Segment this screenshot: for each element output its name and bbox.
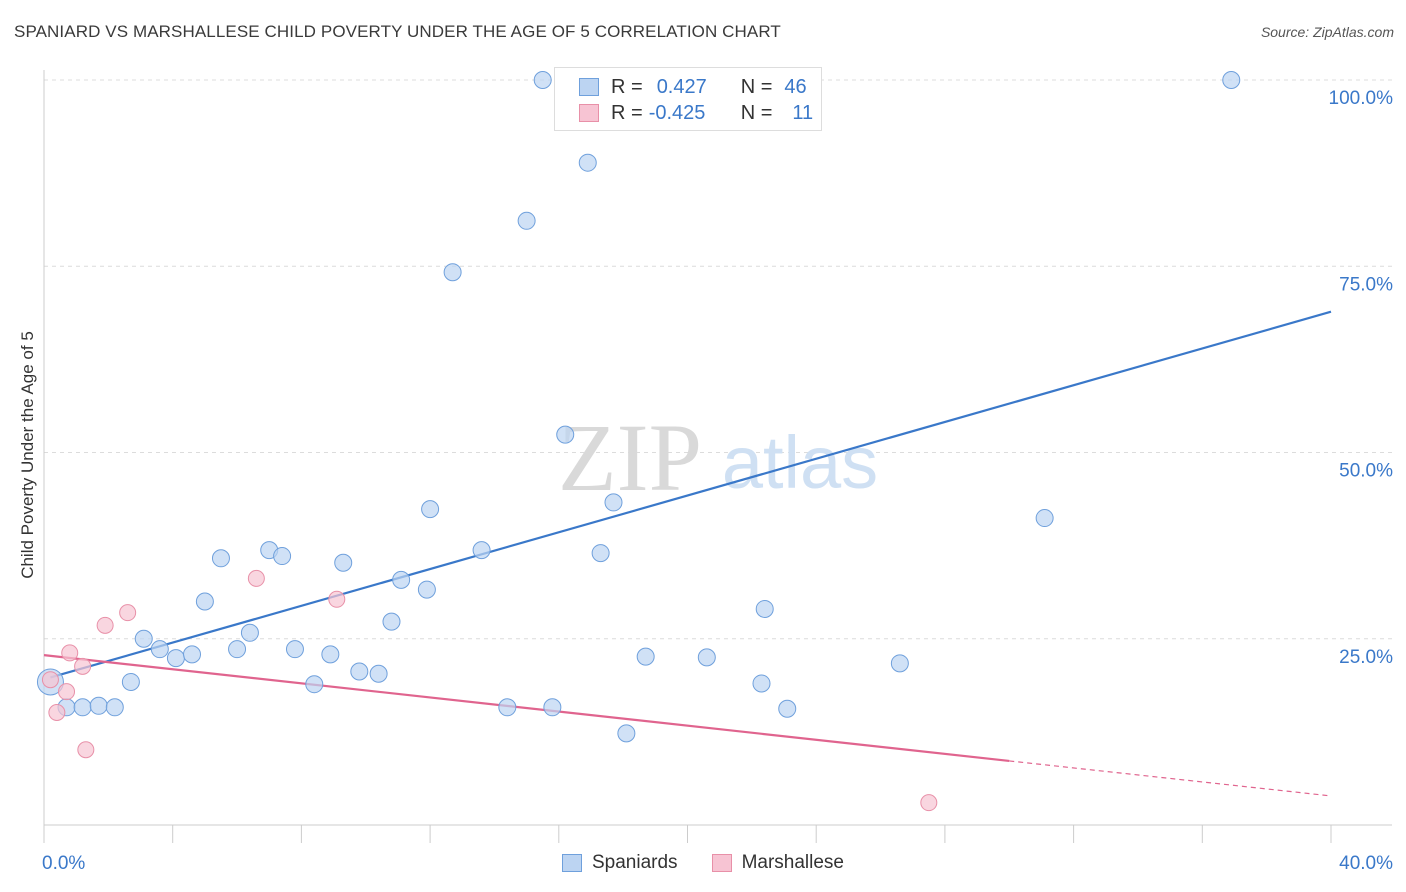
legend-item-spaniards[interactable]: Spaniards	[562, 852, 678, 874]
trend-lines	[43, 310, 1332, 797]
spaniards-point	[697, 648, 716, 667]
legend-r-value: -0.425	[648, 101, 706, 124]
spaniards-point	[369, 664, 388, 683]
marshallese-point	[96, 616, 114, 634]
legend-row-marshallese: R = -0.425 N = 11	[579, 100, 813, 126]
spaniards-point	[228, 640, 247, 659]
spaniards-point	[73, 698, 92, 717]
spaniards-point	[240, 623, 259, 642]
spaniards-swatch	[562, 854, 582, 872]
spaniards-point	[1035, 509, 1054, 528]
legend-row-spaniards: R = 0.427 N = 46	[579, 74, 807, 100]
spaniards-point	[543, 698, 562, 717]
legend-r-label: R =	[611, 101, 643, 124]
chart-title: SPANIARD VS MARSHALLESE CHILD POVERTY UN…	[14, 22, 781, 41]
legend-n-label: N =	[740, 75, 773, 98]
spaniards-point	[134, 629, 153, 648]
spaniards-point	[890, 654, 909, 673]
spaniards-point	[636, 647, 655, 666]
marshallese-point	[328, 590, 346, 608]
y-tick-label: 50.0%	[1339, 461, 1393, 482]
axes	[43, 70, 1392, 843]
x-tick-label: 40.0%	[1339, 853, 1393, 874]
spaniards-point	[211, 549, 230, 568]
spaniards-point	[166, 649, 185, 668]
marshallese-point	[74, 657, 92, 675]
spaniards-point	[472, 541, 491, 560]
marshallese-point	[48, 704, 66, 722]
legend-item-marshallese[interactable]: Marshallese	[711, 852, 844, 874]
source-label: Source: ZipAtlas.com	[1260, 24, 1394, 40]
spaniards-point	[617, 724, 636, 743]
spaniards-point	[778, 699, 797, 718]
spaniards-point	[1222, 71, 1241, 89]
watermark: ZIP atlas	[558, 404, 878, 511]
marshallese-swatch	[711, 854, 732, 872]
marshallese-point	[61, 644, 79, 662]
spaniards-point	[334, 553, 353, 572]
legend-r-value: 0.427	[656, 75, 707, 98]
spaniards-point	[604, 493, 623, 512]
marshallese-label: Marshallese	[741, 852, 844, 873]
y-tick-label: 75.0%	[1339, 274, 1393, 295]
spaniards-point	[421, 500, 440, 519]
gridlines	[44, 79, 1392, 640]
marshallese-point	[247, 569, 265, 587]
spaniards-point	[517, 211, 536, 230]
marshallese-point	[58, 683, 76, 701]
spaniards-point	[321, 645, 340, 664]
x-tick-label: 0.0%	[42, 853, 85, 874]
spaniards-point	[556, 425, 575, 444]
correlation-legend: R = 0.427 N = 46 R = -0.425 N = 11	[554, 67, 822, 131]
spaniards-point	[150, 640, 169, 659]
marshallese-point	[41, 671, 59, 689]
spaniards-point	[533, 71, 552, 89]
y-tick-label: 100.0%	[1329, 88, 1394, 109]
spaniards-point	[755, 599, 774, 618]
spaniards-point	[498, 698, 517, 717]
legend-swatch-marshallese	[579, 104, 599, 122]
spaniards-point	[578, 153, 597, 172]
spaniards-point	[195, 592, 214, 611]
spaniards-point	[350, 662, 369, 681]
spaniards-point	[752, 674, 771, 693]
spaniards-point	[591, 544, 610, 563]
spaniards-point	[89, 696, 108, 715]
marshallese-point	[920, 794, 938, 812]
marshallese-point	[119, 604, 137, 622]
marshallese-point	[77, 741, 95, 759]
spaniards-point	[382, 612, 401, 631]
spaniards-trend-line	[50, 310, 1332, 679]
legend-swatch-spaniards	[579, 78, 599, 96]
marshallese-trend-extension	[1009, 760, 1332, 797]
spaniards-point	[392, 570, 411, 589]
legend-n-value: 11	[792, 101, 814, 124]
y-tick-label: 25.0%	[1339, 647, 1393, 668]
spaniards-point	[121, 672, 140, 691]
legend-n-label: N =	[740, 101, 773, 124]
spaniards-point	[443, 263, 462, 282]
tick-labels: 25.0% 50.0% 75.0% 100.0% 0.0% 40.0%	[42, 88, 1393, 874]
spaniards-point	[273, 547, 292, 566]
series-legend: Spaniards Marshallese	[0, 852, 1406, 874]
spaniards-point	[105, 698, 124, 717]
spaniards-point	[305, 675, 324, 694]
spaniards-point	[417, 580, 436, 599]
spaniards-point	[183, 645, 202, 664]
watermark-zip: ZIP	[558, 404, 702, 511]
spaniards-point	[285, 640, 304, 659]
y-axis-label: Child Poverty Under the Age of 5	[18, 331, 37, 579]
marshallese-trend-line	[43, 654, 1010, 763]
legend-r-label: R =	[611, 75, 643, 98]
spaniards-label: Spaniards	[592, 852, 678, 873]
legend-n-value: 46	[784, 75, 807, 98]
